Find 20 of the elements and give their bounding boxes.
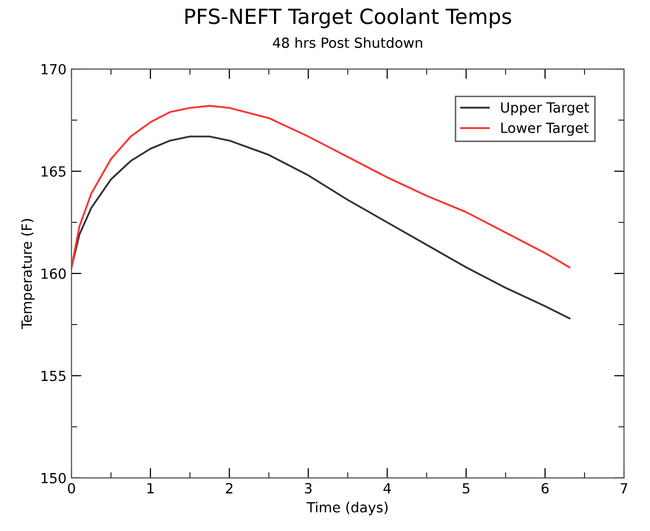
legend-label: Upper Target: [501, 102, 590, 116]
y-tick-label: 165: [42, 166, 66, 177]
y-axis-title: Temperature (F): [21, 219, 35, 330]
chart-title: PFS-NEFT Target Coolant Temps: [185, 8, 512, 28]
x-tick-label: 2: [226, 483, 232, 494]
x-axis-title: Time (days): [306, 502, 388, 516]
x-tick-label: 3: [304, 483, 312, 494]
y-tick-label: 150: [42, 472, 66, 484]
x-tick-label: 4: [383, 483, 391, 494]
x-tick-label: 1: [148, 483, 154, 494]
y-tick-label: 160: [42, 268, 66, 279]
chart-subtitle: 48 hrs Post Shutdown: [272, 37, 422, 48]
legend-label: Lower Target: [501, 122, 589, 136]
y-tick-label: 155: [42, 370, 66, 382]
x-tick-label: 7: [620, 483, 628, 494]
y-tick-label: 170: [42, 64, 66, 75]
line-series: [72, 136, 570, 320]
x-tick-label: 6: [542, 483, 549, 494]
x-tick-label: 5: [462, 483, 470, 494]
x-tick-label: 0: [68, 483, 75, 494]
